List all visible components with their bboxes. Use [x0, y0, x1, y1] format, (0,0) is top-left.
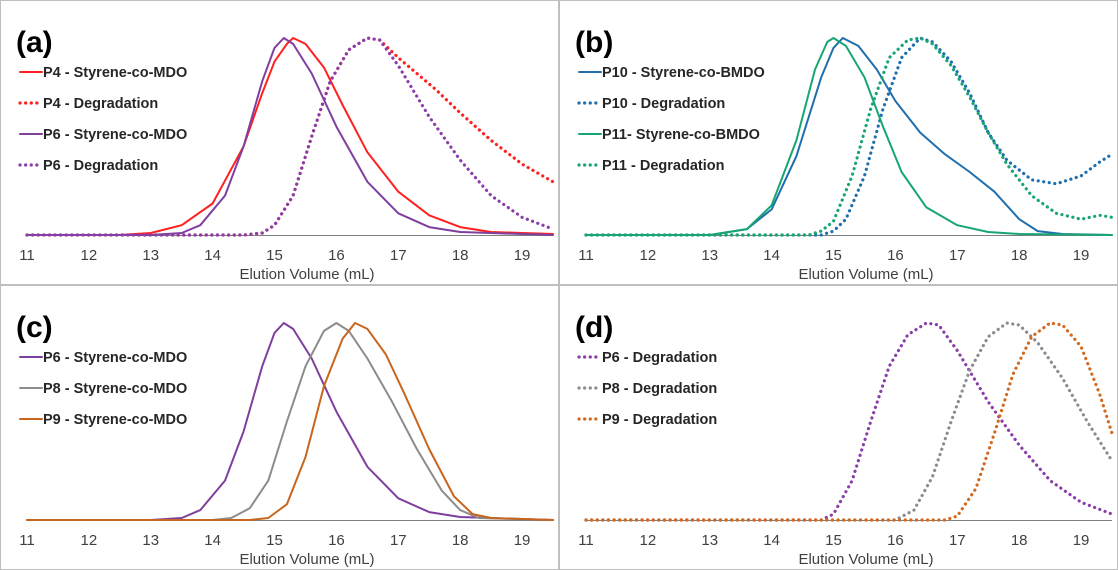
panel-label: (c) [16, 311, 53, 344]
x-tick-label: 11 [578, 532, 594, 549]
x-tick-label: 12 [640, 247, 657, 264]
x-tick-label: 14 [763, 532, 780, 549]
legend-label: P6 - Styrene-co-MDO [43, 350, 187, 366]
panel-label: (b) [575, 26, 613, 59]
series-line [585, 37, 1113, 236]
series-line [584, 321, 1114, 522]
chart-panel: 11 12 13 14 15 16 17 18 19 Elution Volume (mL) (b)… [559, 0, 1118, 285]
x-tick-label: 19 [514, 247, 531, 264]
x-tick-label: 19 [1073, 247, 1090, 264]
series-line [584, 36, 1114, 237]
x-axis-title: Elution Volume (mL) [239, 551, 374, 568]
legend-label: P6 - Styrene-co-MDO [43, 127, 187, 143]
legend-label: P10 - Degradation [602, 96, 725, 112]
x-tick-label: 15 [825, 532, 842, 549]
legend-entry: P4 - Degradation [18, 96, 158, 112]
legend-label: P8 - Styrene-co-MDO [43, 381, 187, 397]
x-tick-label: 16 [887, 532, 904, 549]
x-tick-label: 18 [452, 247, 469, 264]
legend-label: P10 - Styrene-co-BMDO [602, 65, 765, 81]
x-axis-title: Elution Volume (mL) [798, 551, 933, 568]
x-tick-label: 12 [640, 532, 657, 549]
legend-entry: P11- Styrene-co-BMDO [578, 127, 760, 143]
series-line [584, 321, 1114, 522]
series-line [585, 37, 1113, 236]
legend-label: P9 - Degradation [602, 412, 717, 428]
series-line [26, 37, 554, 236]
legend-entry: P10 - Styrene-co-BMDO [578, 65, 765, 81]
x-tick-label: 15 [825, 247, 842, 264]
x-tick-label: 13 [142, 247, 159, 264]
legend-label: P11- Styrene-co-BMDO [602, 127, 760, 143]
x-tick-label: 14 [204, 247, 221, 264]
x-tick-label: 15 [266, 532, 283, 549]
legend-entry: P9 - Degradation [577, 412, 717, 428]
chart-panel: 11 12 13 14 15 16 17 18 19 Elution Volume (mL) (a)… [0, 0, 559, 285]
x-tick-label: 19 [514, 532, 531, 549]
legend-entry: P11 - Degradation [577, 158, 724, 174]
x-tick-label: 11 [19, 247, 35, 264]
legend-entry: P6 - Degradation [18, 158, 158, 174]
x-tick-label: 12 [81, 532, 98, 549]
x-tick-label: 13 [142, 532, 159, 549]
legend-entry: P6 - Degradation [577, 350, 717, 366]
x-tick-label: 17 [949, 247, 966, 264]
legend-label: P6 - Degradation [602, 350, 717, 366]
x-tick-label: 11 [578, 247, 594, 264]
x-tick-label: 16 [328, 247, 345, 264]
series-line [26, 322, 554, 521]
legend-label: P6 - Degradation [43, 158, 158, 174]
series-line [584, 321, 1114, 522]
x-axis-title: Elution Volume (mL) [239, 266, 374, 283]
x-tick-label: 18 [1011, 247, 1028, 264]
panel-label: (d) [575, 311, 613, 344]
legend-entry: P4 - Styrene-co-MDO [19, 65, 187, 81]
chart-panel: 11 12 13 14 15 16 17 18 19 Elution Volume (mL) (c)… [0, 285, 559, 570]
x-axis-title: Elution Volume (mL) [798, 266, 933, 283]
x-tick-label: 17 [390, 532, 407, 549]
series-line [584, 36, 1114, 237]
x-tick-label: 13 [701, 247, 718, 264]
x-tick-label: 18 [452, 532, 469, 549]
x-tick-label: 14 [204, 532, 221, 549]
series-line [26, 322, 554, 521]
x-tick-label: 16 [887, 247, 904, 264]
x-tick-label: 13 [701, 532, 718, 549]
legend-entry: P8 - Degradation [577, 381, 717, 397]
legend-entry: P9 - Styrene-co-MDO [19, 412, 187, 428]
legend-entry: P8 - Styrene-co-MDO [19, 381, 187, 397]
legend-entry: P10 - Degradation [577, 96, 725, 112]
legend-entry: P6 - Styrene-co-MDO [19, 127, 187, 143]
series-line [25, 36, 555, 237]
x-tick-label: 19 [1073, 532, 1090, 549]
legend-label: P11 - Degradation [602, 158, 724, 174]
legend-entry: P6 - Styrene-co-MDO [19, 350, 187, 366]
x-tick-label: 14 [763, 247, 780, 264]
x-tick-label: 15 [266, 247, 283, 264]
panel-border [0, 0, 559, 285]
panel-label: (a) [16, 26, 53, 59]
x-tick-label: 16 [328, 532, 345, 549]
x-tick-label: 12 [81, 247, 98, 264]
x-tick-label: 18 [1011, 532, 1028, 549]
legend-label: P9 - Styrene-co-MDO [43, 412, 187, 428]
chart-panel: 11 12 13 14 15 16 17 18 19 Elution Volume (mL) (d)… [559, 285, 1118, 570]
x-tick-label: 17 [949, 532, 966, 549]
x-tick-label: 11 [19, 532, 35, 549]
legend-label: P8 - Degradation [602, 381, 717, 397]
legend-label: P4 - Styrene-co-MDO [43, 65, 187, 81]
x-tick-label: 17 [390, 247, 407, 264]
series-line [26, 322, 554, 521]
legend-label: P4 - Degradation [43, 96, 158, 112]
series-line [26, 37, 554, 236]
